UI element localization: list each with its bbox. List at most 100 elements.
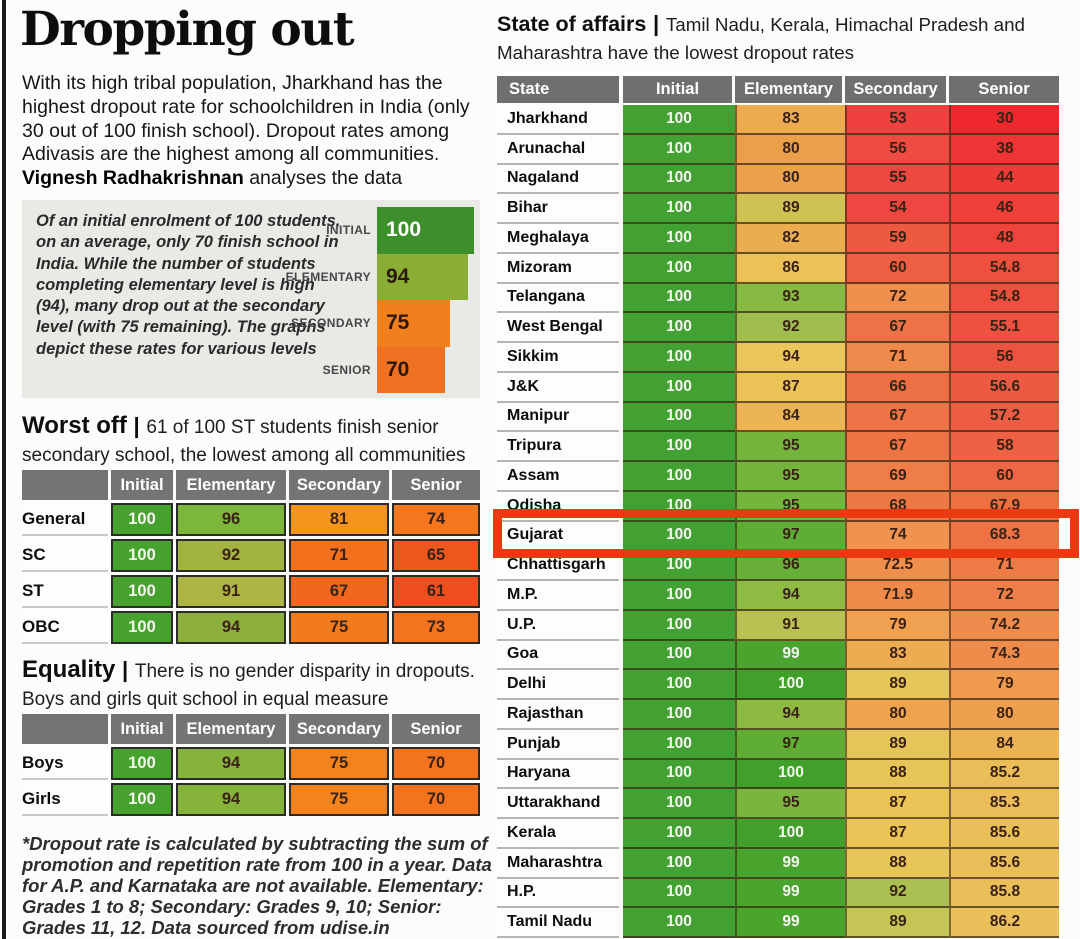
value-cell: 92 bbox=[735, 313, 845, 343]
column-header bbox=[22, 470, 108, 500]
value-cell: 100 bbox=[623, 878, 735, 909]
column-header bbox=[22, 714, 108, 744]
table-row: Meghalaya 100 82 59 48 bbox=[497, 224, 1063, 254]
value-cell: 71.9 bbox=[845, 581, 949, 611]
value-cell: 95 bbox=[735, 789, 845, 819]
table-row: M.P. 100 94 71.9 72 bbox=[497, 581, 1063, 611]
value-cell: 67 bbox=[845, 432, 949, 462]
value-cell: 100 bbox=[623, 848, 735, 879]
funnel-bar: 100 bbox=[377, 207, 474, 254]
value-cell: 100 bbox=[623, 610, 735, 641]
value-cell: 44 bbox=[949, 164, 1059, 195]
table-row: Assam 100 95 69 60 bbox=[497, 462, 1063, 492]
table-row: Uttarakhand 100 95 87 85.3 bbox=[497, 789, 1063, 819]
column-header: Elementary bbox=[735, 76, 845, 103]
state-row-label: Sikkim bbox=[497, 343, 619, 373]
value-cell: 94 bbox=[735, 581, 845, 611]
table-row: Bihar 100 89 54 46 bbox=[497, 194, 1063, 224]
pipe-separator: | bbox=[122, 657, 129, 682]
value-cell: 75 bbox=[289, 783, 389, 816]
row-label: OBC bbox=[22, 611, 108, 644]
value-cell: 91 bbox=[735, 610, 845, 641]
funnel-label: INITIAL bbox=[326, 223, 371, 238]
value-cell: 60 bbox=[949, 462, 1059, 492]
value-cell: 87 bbox=[845, 789, 949, 819]
value-cell: 86.2 bbox=[949, 908, 1059, 938]
column-header: Senior bbox=[392, 714, 480, 744]
state-row-label: Kerala bbox=[497, 819, 619, 849]
value-cell: 83 bbox=[735, 105, 845, 135]
equality-subtitle: There is no gender disparity in dropouts… bbox=[22, 661, 475, 710]
value-cell: 100 bbox=[623, 462, 735, 492]
states-table-header: State Initial Elementary Secondary Senior bbox=[497, 76, 1063, 103]
state-row-label: West Bengal bbox=[497, 313, 619, 343]
column-header: Elementary bbox=[176, 714, 286, 744]
value-cell: 46 bbox=[949, 194, 1059, 224]
table-row: Jharkhand 100 83 53 30 bbox=[497, 105, 1063, 135]
state-row-label: Goa bbox=[497, 640, 619, 671]
pipe-separator: | bbox=[653, 11, 660, 36]
value-cell: 80 bbox=[845, 700, 949, 730]
page-title: Dropping out bbox=[20, 2, 355, 57]
table-row: U.P. 100 91 79 74.2 bbox=[497, 610, 1063, 641]
funnel-bar: 75 bbox=[377, 300, 450, 347]
value-cell: 100 bbox=[623, 789, 735, 819]
value-cell: 94 bbox=[176, 611, 286, 644]
value-cell: 75 bbox=[289, 747, 389, 780]
state-row-label: U.P. bbox=[497, 610, 619, 641]
value-cell: 38 bbox=[949, 134, 1059, 165]
value-cell: 100 bbox=[623, 283, 735, 314]
states-heading: State of affairs | Tamil Nadu, Kerala, H… bbox=[497, 10, 1075, 66]
funnel-row: ELEMENTARY 94 bbox=[210, 253, 476, 300]
states-title: State of affairs bbox=[497, 12, 647, 36]
value-cell: 85.2 bbox=[949, 759, 1059, 790]
value-cell: 100 bbox=[735, 819, 845, 849]
table-row: Mizoram 100 86 60 54.8 bbox=[497, 253, 1063, 284]
intro-body: With its high tribal population, Jharkha… bbox=[22, 72, 470, 166]
value-cell: 74 bbox=[392, 503, 480, 536]
value-cell: 89 bbox=[735, 194, 845, 224]
table-row: Gujarat 100 97 74 68.3 bbox=[497, 521, 1063, 552]
worst-off-table: Initial Elementary Secondary Senior General 1… bbox=[22, 470, 480, 644]
value-cell: 82 bbox=[735, 224, 845, 254]
state-row-label: Punjab bbox=[497, 729, 619, 760]
value-cell: 100 bbox=[623, 224, 735, 254]
table-row: Haryana 100 100 88 85.2 bbox=[497, 759, 1063, 790]
value-cell: 96 bbox=[176, 503, 286, 536]
value-cell: 48 bbox=[949, 224, 1059, 254]
value-cell: 89 bbox=[845, 729, 949, 760]
table-row: J&K 100 87 66 56.6 bbox=[497, 372, 1063, 403]
value-cell: 100 bbox=[623, 105, 735, 135]
value-cell: 79 bbox=[845, 610, 949, 641]
state-row-label: Bihar bbox=[497, 194, 619, 224]
value-cell: 84 bbox=[735, 402, 845, 433]
value-cell: 100 bbox=[623, 194, 735, 224]
value-cell: 92 bbox=[176, 539, 286, 572]
funnel-bar: 94 bbox=[377, 253, 469, 300]
table-row: Rajasthan 100 94 80 80 bbox=[497, 700, 1063, 730]
table-row: Arunachal 100 80 56 38 bbox=[497, 134, 1063, 165]
worst-off-heading: Worst off | 61 of 100 ST students finish… bbox=[22, 412, 490, 468]
value-cell: 85.8 bbox=[949, 878, 1059, 909]
row-label: ST bbox=[22, 575, 108, 608]
value-cell: 88 bbox=[845, 848, 949, 879]
value-cell: 80 bbox=[735, 134, 845, 165]
funnel-row: INITIAL 100 bbox=[210, 207, 476, 254]
row-label: Boys bbox=[22, 747, 108, 780]
value-cell: 100 bbox=[623, 670, 735, 700]
page-edge-rule bbox=[2, 0, 6, 939]
value-cell: 67 bbox=[289, 575, 389, 608]
worst-off-title: Worst off bbox=[22, 412, 127, 439]
row-label: General bbox=[22, 503, 108, 536]
value-cell: 100 bbox=[623, 521, 735, 552]
value-cell: 100 bbox=[111, 503, 173, 536]
value-cell: 100 bbox=[111, 747, 173, 780]
intro-tail: analyses the data bbox=[243, 167, 403, 190]
worst-off-subtitle: 61 of 100 ST students finish senior seco… bbox=[22, 417, 466, 466]
value-cell: 70 bbox=[392, 783, 480, 816]
column-header: Secondary bbox=[289, 714, 389, 744]
column-header: Senior bbox=[949, 76, 1059, 103]
state-row-label: H.P. bbox=[497, 878, 619, 909]
value-cell: 97 bbox=[735, 729, 845, 760]
value-cell: 58 bbox=[949, 432, 1059, 462]
